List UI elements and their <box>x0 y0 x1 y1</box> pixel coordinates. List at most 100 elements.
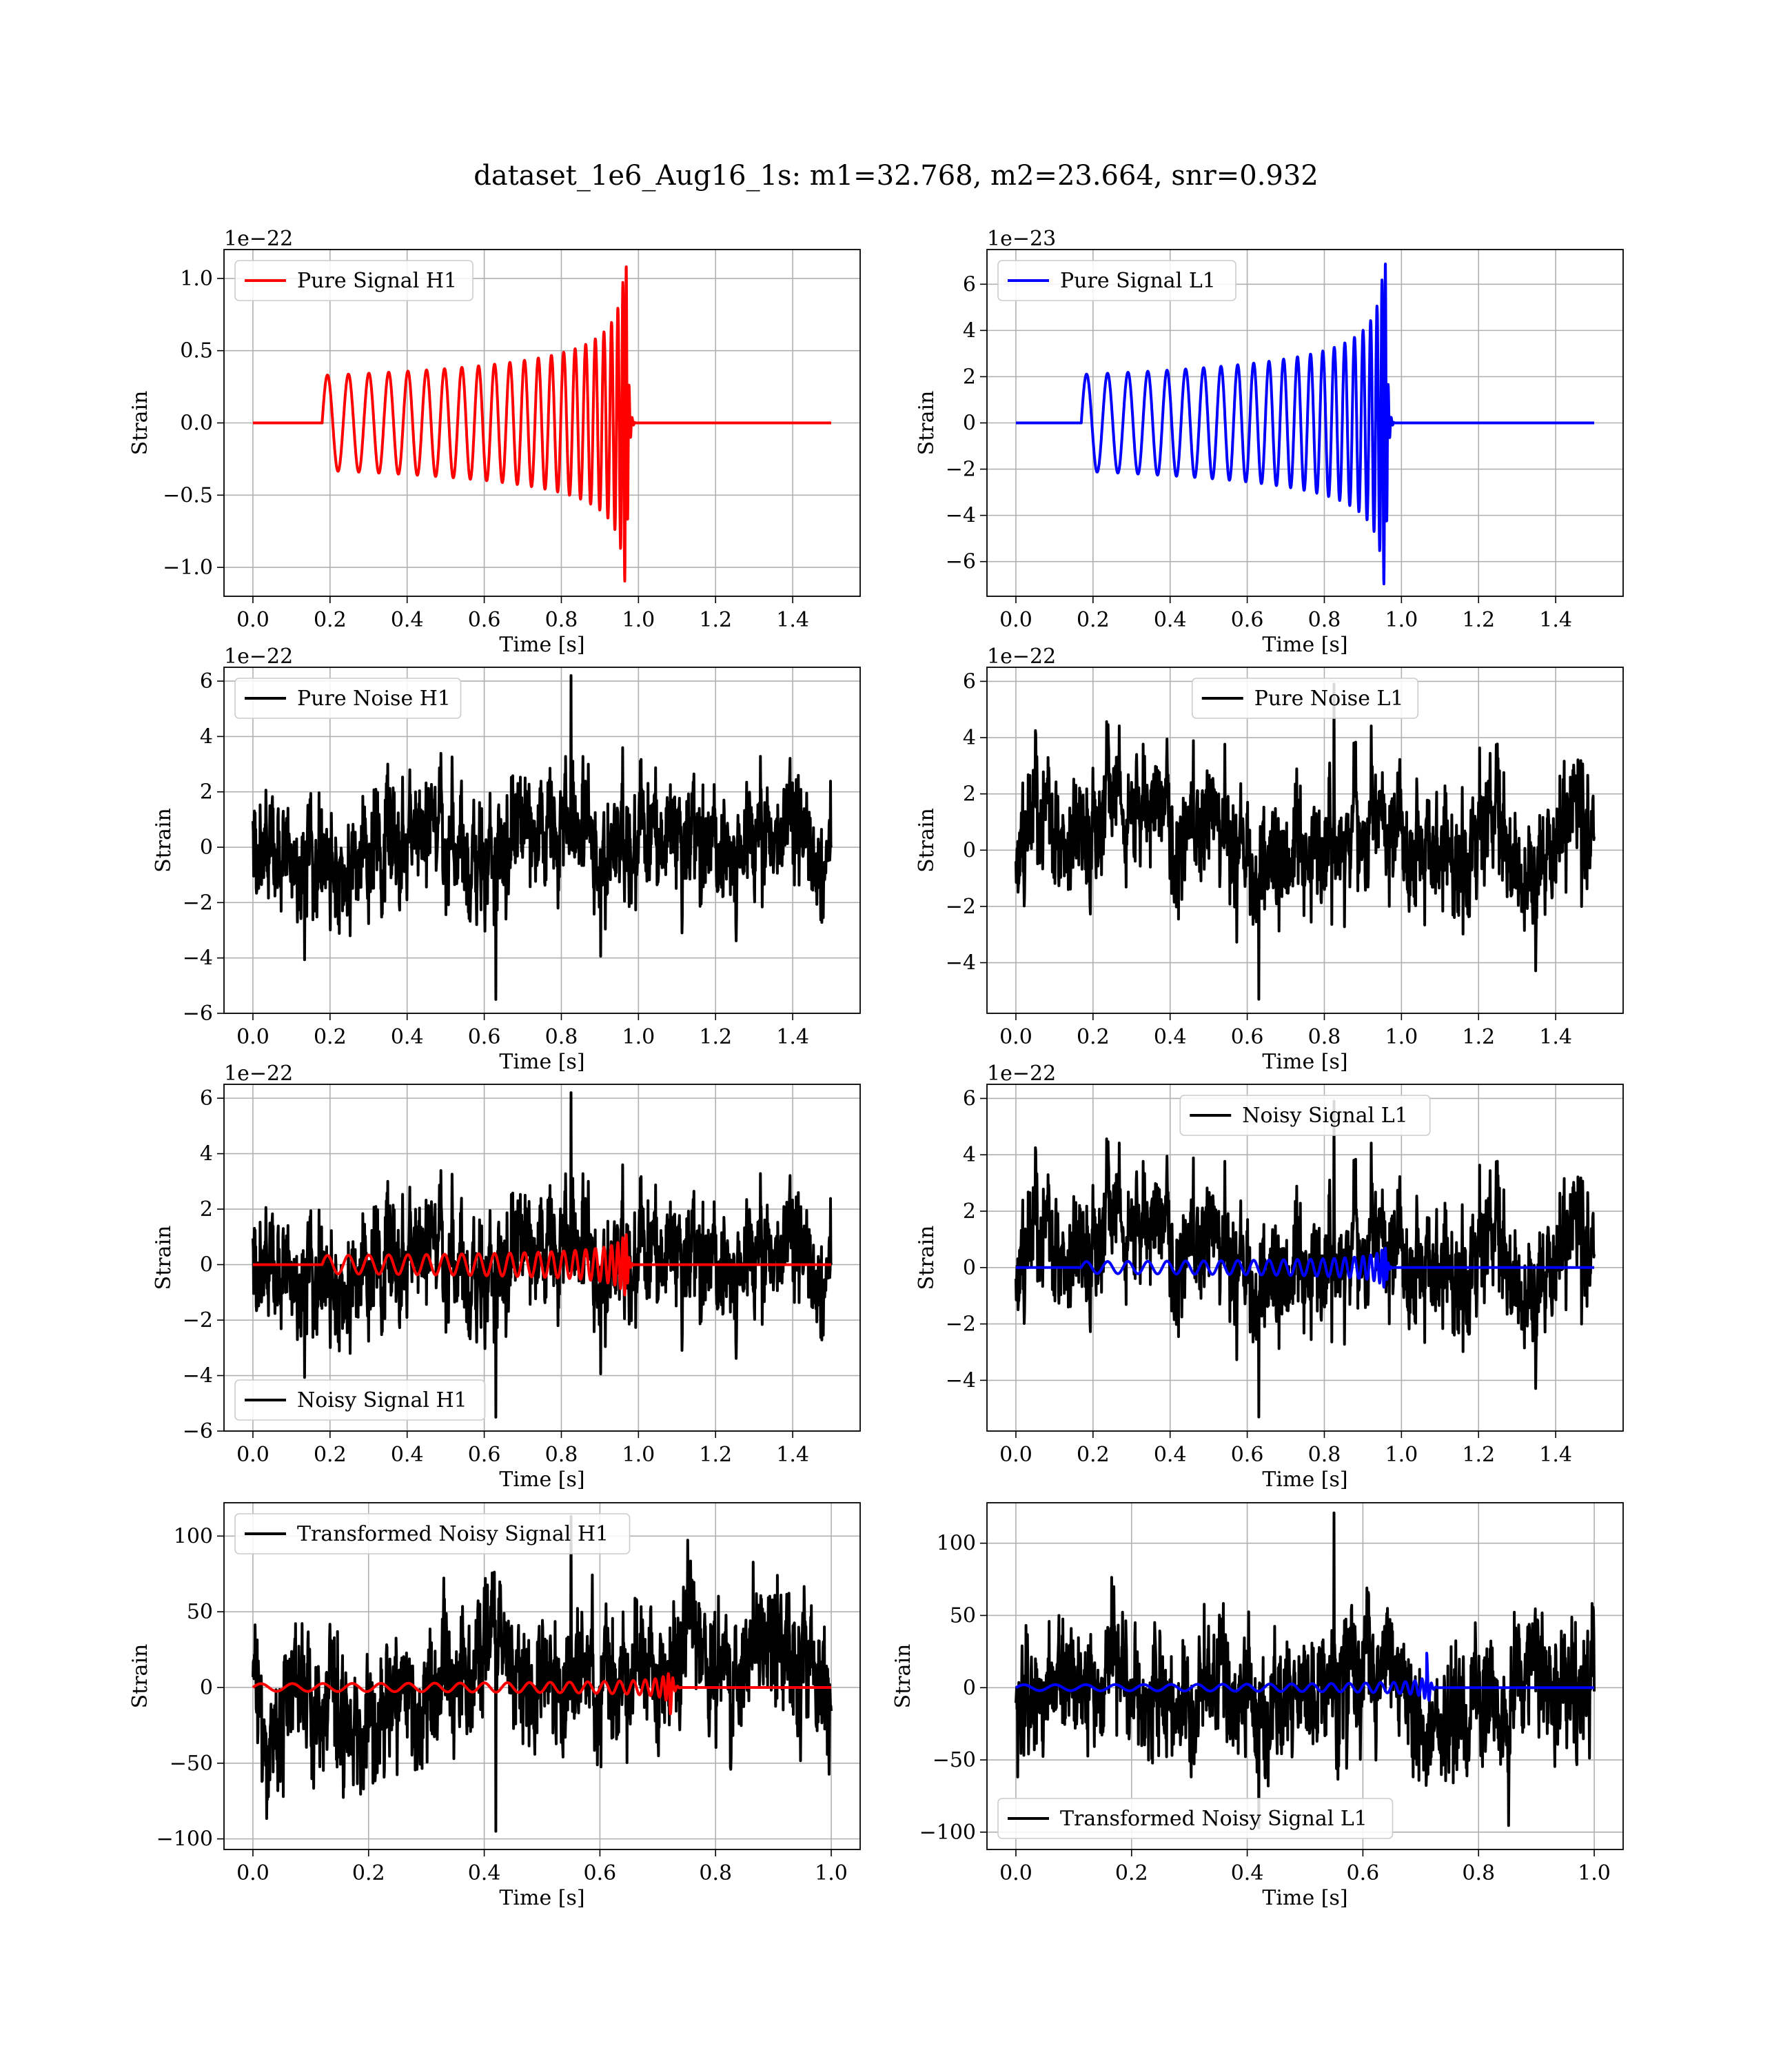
y-tick-label: −6 <box>183 1419 213 1443</box>
y-tick-label: 0 <box>200 835 213 860</box>
y-tick-label: −2 <box>183 891 213 915</box>
subplot-p2: 0.0 0.2 0.4 0.6 0.8 1.0 1.2 1.4 −6 −4 −2 0 2 4 6 1e−23 T… <box>915 227 1624 657</box>
x-axis-label: Time [s] <box>499 1050 584 1074</box>
subplot-p7: 0.0 0.2 0.4 0.6 0.8 1.0 −100 −50 0 50 100 Time [s] S… <box>128 1502 861 1910</box>
y-tick-label: 2 <box>200 780 213 804</box>
legend-label: Noisy Signal H1 <box>297 1388 467 1412</box>
axis-offset-text: 1e−22 <box>224 645 293 669</box>
x-tick-label: 0.6 <box>1231 1025 1264 1049</box>
y-tick-label: 2 <box>200 1197 213 1221</box>
series-group <box>1015 682 1596 1001</box>
y-tick-label: −2 <box>946 458 976 482</box>
y-tick-label: −6 <box>183 1002 213 1026</box>
x-tick-label: 1.0 <box>1578 1861 1611 1885</box>
x-tick-label: 0.0 <box>236 608 269 632</box>
legend-box <box>234 260 474 301</box>
subplot-grid: 0.0 0.2 0.4 0.6 0.8 1.0 1.2 1.4 −1.0 −0.5 0.0 0.5 1.… <box>128 227 1624 1910</box>
y-tick-label: −0.5 <box>163 483 213 507</box>
chirp-series-line <box>252 1672 833 1716</box>
x-axis-label: Time [s] <box>1262 1050 1347 1074</box>
y-tick-label: 4 <box>200 724 213 749</box>
y-axis-label: Strain <box>891 1644 915 1709</box>
y-tick-label: 0 <box>963 1676 976 1700</box>
x-tick-label: 0.4 <box>391 608 424 632</box>
legend: Transformed Noisy Signal L1 <box>997 1798 1394 1839</box>
y-tick-label: −6 <box>946 550 976 574</box>
legend-box <box>234 678 462 719</box>
y-tick-label: 2 <box>963 782 976 807</box>
x-tick-label: 0.2 <box>314 1443 347 1467</box>
axis-offset-text: 1e−22 <box>224 1062 293 1086</box>
x-tick-label: 1.0 <box>1385 1025 1418 1049</box>
y-tick-label: −1.0 <box>163 556 213 580</box>
x-axis-label: Time [s] <box>499 1886 584 1910</box>
axes-frame <box>986 1084 1624 1432</box>
x-axis-label: Time [s] <box>1262 1468 1347 1492</box>
subplot-p1: 0.0 0.2 0.4 0.6 0.8 1.0 1.2 1.4 −1.0 −0.5 0.0 0.5 1.… <box>128 227 861 657</box>
legend: Pure Noise H1 <box>234 678 462 719</box>
noise-series-line <box>1015 1511 1596 1829</box>
x-tick-label: 0.4 <box>1154 608 1187 632</box>
y-axis-label: Strain <box>915 1226 939 1290</box>
y-tick-label: 100 <box>174 1524 213 1548</box>
axes-frame <box>223 249 861 597</box>
y-tick-label: 6 <box>963 272 976 296</box>
x-tick-label: 0.0 <box>236 1025 269 1049</box>
y-axis-label: Strain <box>152 1226 176 1290</box>
noise-series-line <box>1015 682 1596 1001</box>
noise-series-line <box>252 1514 833 1833</box>
y-tick-label: 6 <box>963 1086 976 1111</box>
subplot-p4: 0.0 0.2 0.4 0.6 0.8 1.0 1.2 1.4 −4 −2 0 2 4 6 1e−22 Tim… <box>915 645 1624 1074</box>
legend: Pure Signal L1 <box>997 260 1236 301</box>
legend-box <box>1179 1095 1431 1136</box>
x-tick-label: 0.8 <box>699 1861 732 1885</box>
legend-box <box>997 1798 1394 1839</box>
x-tick-label: 0.4 <box>1154 1443 1187 1467</box>
axis-offset-text: 1e−23 <box>987 227 1056 251</box>
x-tick-label: 1.4 <box>776 608 809 632</box>
figure-title: dataset_1e6_Aug16_1s: m1=32.768, m2=23.6… <box>474 160 1318 192</box>
x-tick-label: 0.4 <box>1154 1025 1187 1049</box>
x-tick-label: 1.0 <box>622 1443 655 1467</box>
x-tick-label: 0.8 <box>1462 1861 1495 1885</box>
y-tick-label: −2 <box>946 1312 976 1337</box>
x-tick-label: 0.0 <box>236 1861 269 1885</box>
noise-series-line <box>252 1091 833 1419</box>
series-group <box>252 265 833 582</box>
y-tick-label: 2 <box>963 1199 976 1224</box>
y-tick-label: 0 <box>963 1256 976 1280</box>
x-tick-label: 0.8 <box>1308 1025 1341 1049</box>
axes-frame <box>986 1502 1624 1850</box>
series-group <box>1015 1511 1596 1829</box>
x-tick-label: 0.4 <box>468 1861 501 1885</box>
x-tick-label: 0.2 <box>1077 1443 1110 1467</box>
y-tick-label: 4 <box>963 318 976 343</box>
legend: Transformed Noisy Signal H1 <box>234 1513 631 1554</box>
x-tick-label: 1.2 <box>699 1443 732 1467</box>
x-tick-label: 0.2 <box>1115 1861 1148 1885</box>
y-tick-label: −2 <box>183 1308 213 1332</box>
y-tick-label: 4 <box>963 726 976 750</box>
x-tick-label: 1.0 <box>622 608 655 632</box>
axes-frame <box>223 1084 861 1432</box>
x-tick-label: 0.8 <box>545 1443 578 1467</box>
legend-label: Pure Noise L1 <box>1254 687 1404 711</box>
x-tick-label: 0.0 <box>999 1861 1032 1885</box>
y-tick-label: 100 <box>937 1532 976 1556</box>
y-tick-label: 6 <box>963 669 976 693</box>
x-axis-label: Time [s] <box>499 633 584 657</box>
subplot-p6: 0.0 0.2 0.4 0.6 0.8 1.0 1.2 1.4 −4 −2 0 2 4 6 1e−22 Tim… <box>915 1062 1624 1492</box>
y-tick-label: 6 <box>200 669 213 693</box>
y-tick-label: −4 <box>946 1368 976 1392</box>
legend-label: Transformed Noisy Signal L1 <box>1060 1807 1367 1831</box>
legend-label: Pure Signal H1 <box>297 269 457 293</box>
x-tick-label: 0.2 <box>314 608 347 632</box>
x-tick-label: 0.2 <box>314 1025 347 1049</box>
chirp-series-line <box>1015 1246 1596 1289</box>
y-tick-label: 4 <box>200 1142 213 1166</box>
x-tick-label: 1.2 <box>699 1025 732 1049</box>
x-tick-label: 0.6 <box>468 1443 501 1467</box>
x-tick-label: 0.2 <box>1077 608 1110 632</box>
y-tick-label: −4 <box>946 951 976 975</box>
series-group <box>1015 1099 1596 1419</box>
